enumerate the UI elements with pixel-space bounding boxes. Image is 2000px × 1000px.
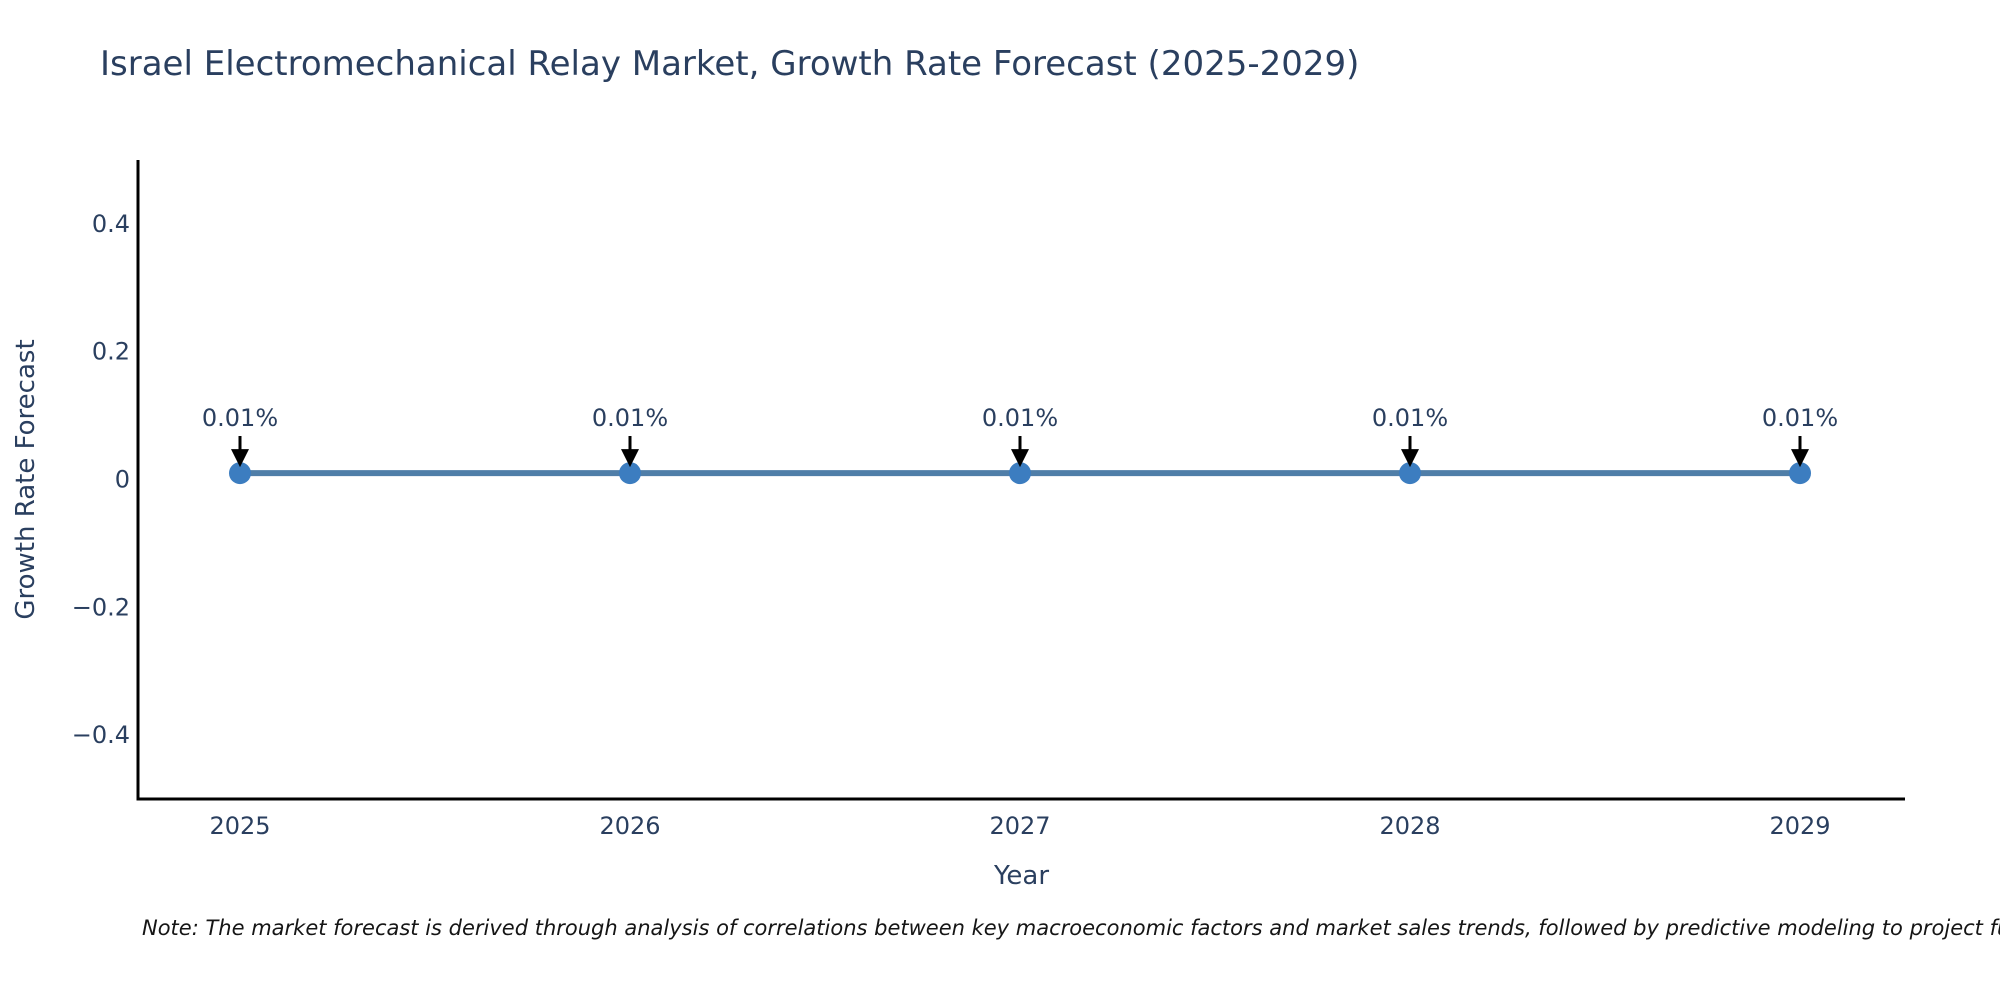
annotation-arrowhead-icon (1791, 449, 1809, 468)
annotation-arrowhead-icon (1011, 449, 1029, 468)
y-axis-title: Growth Rate Forecast (11, 339, 41, 619)
data-point-marker (1789, 462, 1811, 485)
annotation-arrowhead-icon (621, 449, 639, 468)
x-tick-label: 2027 (989, 812, 1050, 840)
data-point-marker (1399, 462, 1421, 485)
axis-spines (136, 160, 1905, 801)
y-tick-label: 0.2 (92, 338, 130, 366)
x-tick-label: 2026 (599, 812, 660, 840)
point-annotation-label: 0.01% (592, 404, 668, 432)
point-annotation-label: 0.01% (1762, 404, 1838, 432)
point-annotation-label: 0.01% (1372, 404, 1448, 432)
point-annotation-label: 0.01% (982, 404, 1058, 432)
x-tick-label: 2028 (1379, 812, 1440, 840)
data-point-marker (229, 462, 251, 485)
x-tick-label: 2025 (209, 812, 270, 840)
annotation-arrowhead-icon (231, 449, 249, 468)
x-tick-label: 2029 (1769, 812, 1830, 840)
data-point-marker (1009, 462, 1031, 485)
annotation-arrowhead-icon (1401, 449, 1419, 468)
point-annotation-label: 0.01% (202, 404, 278, 432)
y-tick-label: 0.4 (92, 210, 130, 238)
data-point-marker (619, 462, 641, 485)
chart-title: Israel Electromechanical Relay Market, G… (100, 44, 1360, 84)
y-tick-label: −0.2 (72, 593, 130, 621)
y-tick-label: 0 (115, 466, 130, 494)
footnote: Note: The market forecast is derived thr… (142, 916, 2000, 940)
x-axis-title: Year (993, 861, 1049, 891)
y-tick-label: −0.4 (72, 721, 130, 749)
